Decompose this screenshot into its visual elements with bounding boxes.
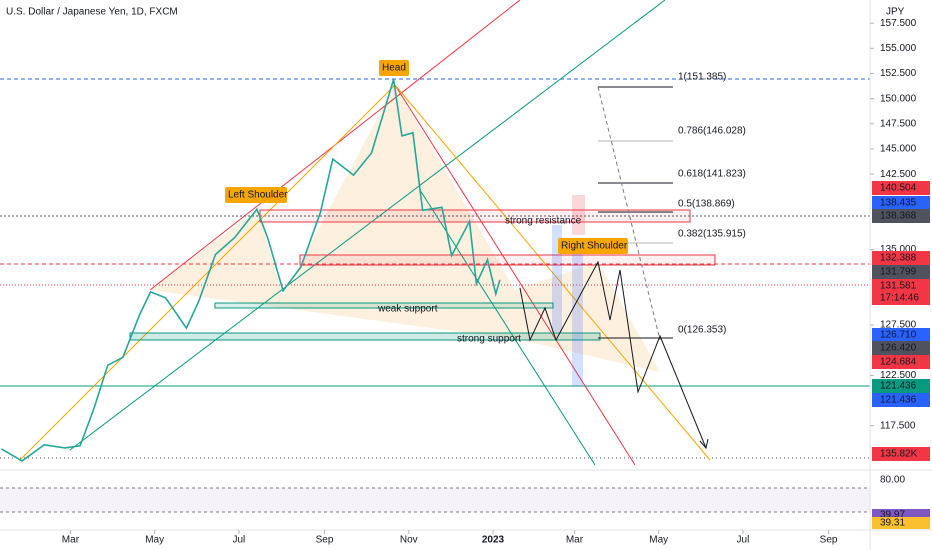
price-tag-label: 17:14:46 bbox=[880, 293, 919, 304]
price-tag bbox=[872, 196, 930, 210]
y-tick-label: 147.500 bbox=[880, 118, 917, 129]
x-tick-label: Jul bbox=[737, 535, 750, 546]
label-box bbox=[225, 187, 287, 203]
rsi-tag bbox=[872, 517, 930, 529]
price-tag bbox=[872, 181, 930, 195]
annotation: Head bbox=[382, 63, 406, 74]
resistance-box bbox=[299, 254, 716, 266]
annotation: weak support bbox=[377, 304, 438, 315]
x-tick-label: Mar bbox=[62, 535, 80, 546]
fib-label: 0.618(141.823) bbox=[678, 169, 746, 180]
price-tag-label: 126.420 bbox=[880, 343, 917, 354]
zigzag bbox=[519, 260, 707, 449]
price-tag bbox=[872, 379, 930, 393]
y-tick-label: 157.500 bbox=[880, 18, 917, 29]
support-box bbox=[214, 302, 554, 309]
projection-box bbox=[572, 195, 585, 235]
label-box bbox=[558, 238, 628, 254]
trend-line bbox=[19, 84, 396, 461]
label-box bbox=[379, 60, 409, 76]
support-box bbox=[129, 332, 601, 341]
y-tick-label: 152.500 bbox=[880, 68, 917, 79]
annotation: strong resistance bbox=[505, 216, 582, 227]
arrow-head bbox=[699, 438, 709, 450]
x-tick-label: May bbox=[649, 535, 668, 546]
projection-box bbox=[572, 246, 583, 386]
fib-label: 0.5(138.869) bbox=[678, 199, 735, 210]
y-tick-label: 135.000 bbox=[880, 244, 917, 255]
y-tick-label: 145.000 bbox=[880, 144, 917, 155]
fib-label: 0.786(146.028) bbox=[678, 126, 746, 137]
rsi-level-label: 80.00 bbox=[880, 475, 905, 486]
price-tag-label: 140.504 bbox=[880, 183, 917, 194]
fib-label: 0(126.353) bbox=[678, 325, 726, 336]
currency: JPY bbox=[886, 7, 905, 18]
y-tick-label: 150.000 bbox=[880, 93, 917, 104]
price-tag bbox=[872, 393, 930, 407]
projection-box bbox=[552, 225, 562, 332]
pattern-fill bbox=[150, 85, 660, 372]
price-tag bbox=[872, 291, 930, 305]
fib-label: 1(151.385) bbox=[678, 72, 726, 83]
rsi-tag-label: 39.31 bbox=[880, 518, 905, 529]
price-tag bbox=[872, 328, 930, 342]
price-tag bbox=[872, 209, 930, 223]
price-tag-label: 124.684 bbox=[880, 357, 917, 368]
y-tick-label: 142.500 bbox=[880, 169, 917, 180]
price-tag bbox=[872, 355, 930, 369]
price-tag-label: 131.581 bbox=[880, 281, 917, 292]
fib-label: 0.382(135.915) bbox=[678, 229, 746, 240]
price-tag bbox=[872, 341, 930, 355]
trend-line bbox=[419, 189, 596, 466]
price-tag-label: 131.799 bbox=[880, 267, 917, 278]
y-tick-label: 122.500 bbox=[880, 370, 917, 381]
trend-line bbox=[394, 84, 711, 461]
x-tick-label: Nov bbox=[400, 535, 418, 546]
annotation: Left Shoulder bbox=[228, 190, 288, 201]
rsi-tag-label: 39.97 bbox=[880, 510, 905, 521]
price-tag-label: 135.82K bbox=[880, 449, 918, 460]
price-tag bbox=[872, 447, 930, 461]
annotation: Right Shoulder bbox=[561, 241, 628, 252]
x-tick-label: Sep bbox=[820, 535, 838, 546]
price-tag-label: 121.436 bbox=[880, 381, 917, 392]
rsi-band bbox=[0, 488, 870, 512]
y-tick-label: 117.500 bbox=[880, 420, 916, 431]
y-tick-label: 155.000 bbox=[880, 43, 917, 54]
drawings bbox=[0, 0, 870, 466]
trend-line bbox=[69, 0, 666, 451]
fib-trend bbox=[597, 86, 661, 341]
x-tick-label: May bbox=[145, 535, 164, 546]
price-tag-label: 138.368 bbox=[880, 211, 917, 222]
price-tag bbox=[872, 265, 930, 279]
y-tick-label: 127.500 bbox=[880, 320, 917, 331]
annotation: strong support bbox=[457, 334, 521, 345]
price-tag-label: 126.710 bbox=[880, 330, 917, 341]
x-tick-label: Sep bbox=[316, 535, 334, 546]
x-tick-label: Jul bbox=[233, 535, 246, 546]
x-tick-label: 2023 bbox=[482, 535, 505, 546]
price-tag-label: 121.436 bbox=[880, 395, 917, 406]
chart-title: U.S. Dollar / Japanese Yen, 1D, FXCM bbox=[6, 7, 178, 18]
price-tag bbox=[872, 279, 930, 293]
price-tag bbox=[872, 251, 930, 265]
price-line bbox=[0, 79, 501, 462]
price-tag-label: 132.388 bbox=[880, 253, 917, 264]
x-tick-label: Mar bbox=[566, 535, 584, 546]
price-tag-label: 138.435 bbox=[880, 198, 917, 209]
trend-line bbox=[394, 84, 636, 466]
